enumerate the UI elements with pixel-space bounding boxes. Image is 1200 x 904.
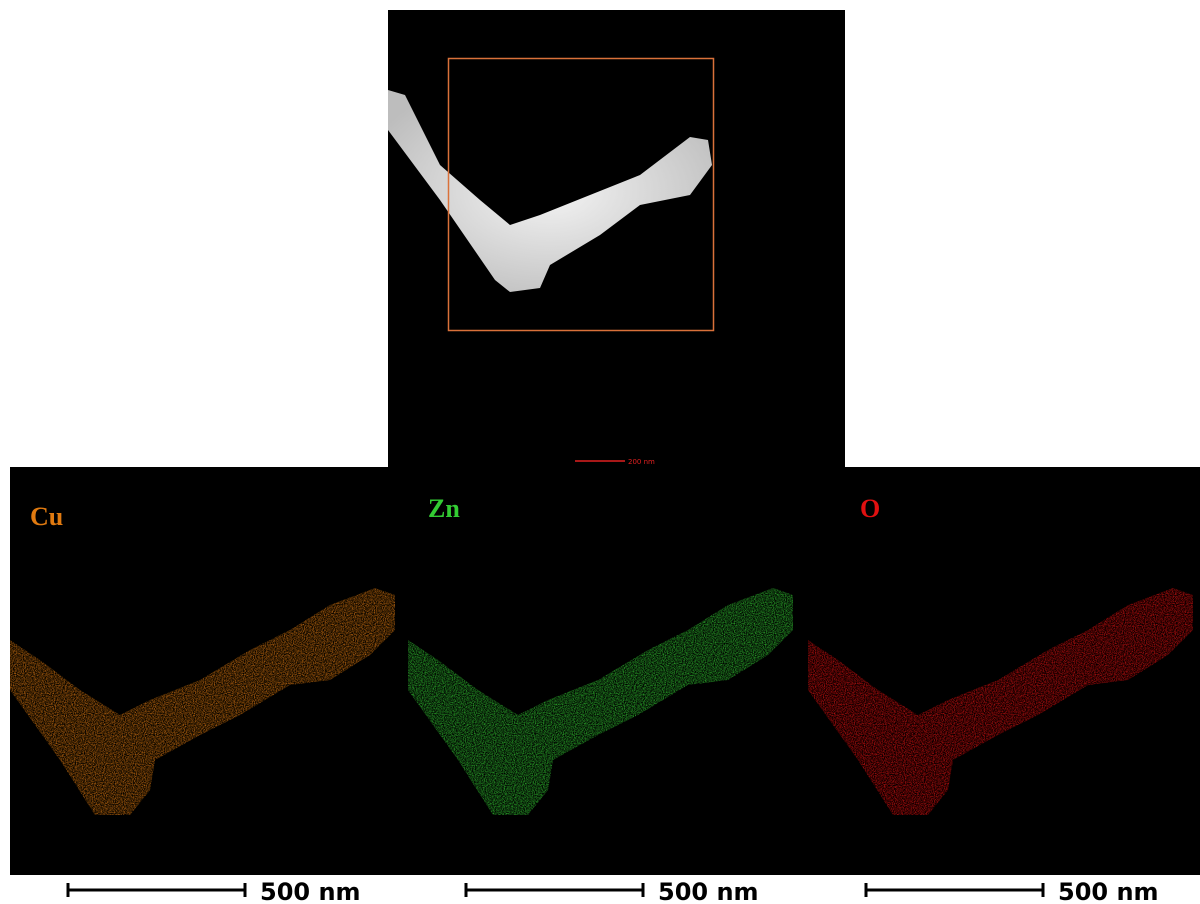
figure: 200 nm Cu 500 nm Zn 500 nm O 500 nm: [0, 0, 1200, 904]
element-label: Zn: [428, 494, 460, 523]
scale-label: 200 nm: [628, 458, 655, 466]
haadf-image: [388, 10, 845, 468]
element-label: O: [860, 494, 880, 523]
scale-label: 500 nm: [260, 878, 361, 904]
map-background: [10, 467, 408, 875]
map-background: [408, 467, 808, 875]
element-label: Cu: [30, 502, 63, 531]
scale-label: 500 nm: [658, 878, 759, 904]
scale-label: 500 nm: [1058, 878, 1159, 904]
map-panels: Cu 500 nm Zn 500 nm O 500 nm: [10, 467, 1200, 904]
